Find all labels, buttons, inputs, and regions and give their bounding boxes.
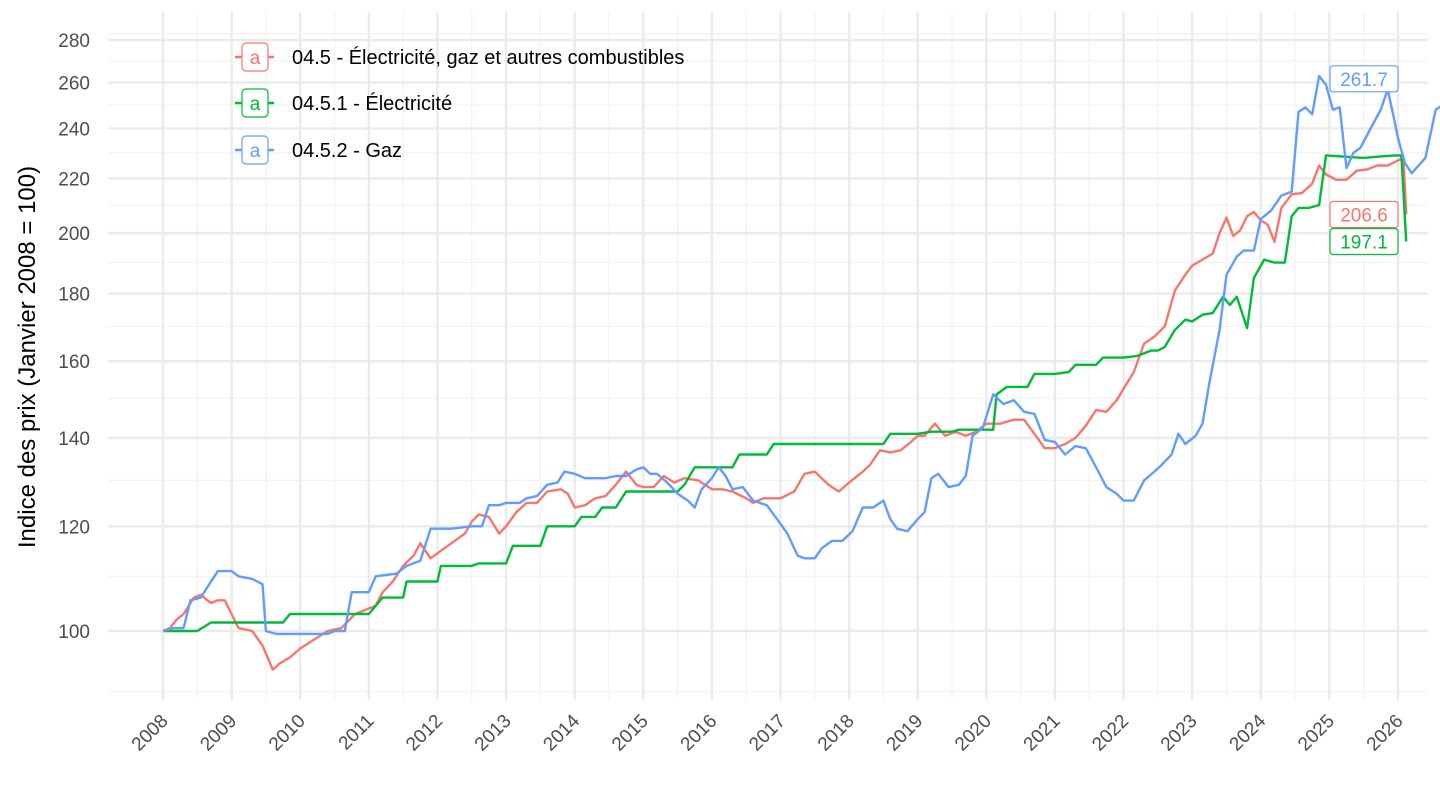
x-tick-label: 2019 (883, 711, 928, 756)
end-label-value: 261.7 (1340, 70, 1388, 91)
y-tick-label: 280 (58, 31, 90, 52)
y-axis-title: Indice des prix (Janvier 2008 = 100) (14, 166, 41, 548)
x-tick-label: 2010 (265, 711, 310, 756)
end-label-value: 206.6 (1340, 205, 1388, 226)
legend-item-3: a 04.5.2 - Gaz (235, 135, 402, 165)
y-tick-label: 260 (58, 74, 90, 95)
x-tick-label: 2015 (608, 711, 653, 756)
y-tick-label: 240 (58, 119, 90, 140)
x-tick-label: 2024 (1226, 710, 1271, 755)
x-tick-label: 2013 (471, 711, 516, 756)
series-line-3 (162, 74, 1440, 636)
series-layer (162, 74, 1440, 671)
end-label-3: 261.7 (1329, 65, 1399, 93)
x-tick-label: 2016 (677, 711, 722, 756)
legend-item-1: a 04.5 - Électricité, gaz et autres combu… (235, 42, 684, 72)
y-tick-label: 160 (58, 352, 90, 373)
minor-grid (108, 12, 1428, 700)
end-labels: 206.6 197.1 261.7 (1329, 65, 1399, 256)
legend-label: 04.5.2 - Gaz (292, 140, 402, 162)
x-tick-label: 2009 (196, 711, 241, 756)
legend-key-box (241, 135, 269, 165)
x-tick-label: 2026 (1363, 711, 1408, 756)
x-tick-label: 2018 (814, 711, 859, 756)
x-tick-label: 2012 (402, 711, 447, 756)
legend-key-glyph: a (250, 48, 261, 69)
x-tick-label: 2011 (335, 711, 379, 755)
legend-label: 04.5.1 - Électricité (292, 92, 452, 115)
y-tick-label: 220 (58, 169, 90, 190)
y-tick-label: 140 (58, 429, 90, 450)
series-line-1 (162, 156, 1408, 671)
legend-key-glyph: a (250, 94, 261, 115)
x-tick-label: 2021 (1020, 711, 1065, 756)
legend: a 04.5 - Électricité, gaz et autres combu… (235, 42, 684, 165)
end-label-box (1329, 227, 1399, 256)
x-tick-label: 2020 (951, 711, 996, 756)
legend-key-glyph: a (250, 141, 261, 162)
legend-key-box (241, 42, 269, 72)
x-tick-label: 2023 (1157, 711, 1202, 756)
x-tick-label: 2022 (1088, 711, 1133, 756)
legend-label: 04.5 - Électricité, gaz et autres combus… (292, 46, 684, 69)
legend-item-2: a 04.5.1 - Électricité (235, 88, 452, 118)
end-label-1: 206.6 (1329, 200, 1399, 229)
end-label-box (1329, 65, 1399, 93)
series-line-2 (163, 154, 1408, 633)
legend-key-box (241, 88, 269, 118)
x-tick-label: 2008 (128, 711, 173, 756)
y-tick-label: 120 (58, 517, 90, 538)
x-tick-label: 2025 (1294, 711, 1339, 756)
x-axis-tick-labels: 2008 2009 2010 2011 2012 2013 2014 2015 2016 2017… (128, 710, 1408, 755)
y-tick-label: 200 (58, 224, 90, 245)
end-label-value: 197.1 (1340, 233, 1388, 254)
x-tick-label: 2017 (745, 711, 790, 756)
end-label-2: 197.1 (1329, 227, 1399, 256)
y-tick-label: 100 (58, 622, 90, 643)
x-tick-label: 2014 (539, 710, 584, 755)
major-grid (108, 12, 1428, 700)
y-tick-label: 180 (58, 285, 90, 306)
end-label-box (1329, 200, 1399, 229)
y-axis-tick-labels: 100 120 140 160 180 200 220 240 260 280 (58, 31, 90, 643)
